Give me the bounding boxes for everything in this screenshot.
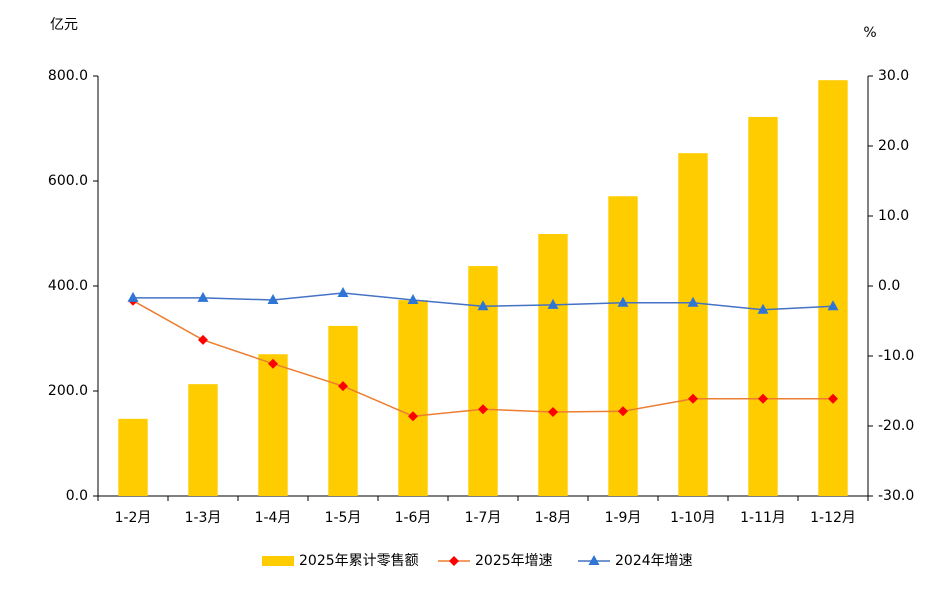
legend-swatch bbox=[262, 556, 294, 566]
legend-label: 2024年增速 bbox=[615, 553, 693, 569]
x-tick-label: 1-5月 bbox=[325, 510, 362, 526]
x-tick-label: 1-9月 bbox=[605, 510, 642, 526]
x-tick-label: 1-6月 bbox=[395, 510, 432, 526]
x-tick-label: 1-7月 bbox=[465, 510, 502, 526]
point bbox=[477, 300, 489, 311]
point bbox=[827, 300, 839, 311]
bar bbox=[398, 300, 428, 496]
x-tick-label: 1-4月 bbox=[255, 510, 292, 526]
bar bbox=[118, 418, 148, 496]
y-tick-label: 600.0 bbox=[48, 173, 88, 189]
y-axis-unit: 亿元 bbox=[50, 17, 78, 33]
point bbox=[268, 358, 278, 369]
point bbox=[267, 294, 279, 304]
point bbox=[478, 404, 488, 415]
y-tick-label: 200.0 bbox=[48, 383, 88, 399]
point bbox=[617, 296, 629, 307]
point bbox=[198, 334, 208, 345]
legend-marker bbox=[449, 556, 459, 566]
bar bbox=[818, 80, 848, 496]
x-tick-label: 1-11月 bbox=[740, 510, 786, 526]
bar bbox=[678, 153, 708, 497]
y2-tick-label: 0.0 bbox=[878, 278, 900, 294]
bar bbox=[538, 234, 568, 496]
bar bbox=[608, 196, 638, 496]
x-tick-label: 1-3月 bbox=[185, 510, 222, 526]
point bbox=[758, 393, 768, 404]
legend-label: 2025年增速 bbox=[475, 553, 553, 569]
y2-tick-label: -10.0 bbox=[878, 348, 914, 364]
bar bbox=[188, 384, 218, 496]
y2-tick-label: 10.0 bbox=[878, 208, 909, 224]
y-tick-label: 400.0 bbox=[48, 278, 88, 294]
point bbox=[618, 406, 628, 417]
legend-marker bbox=[588, 555, 600, 565]
point bbox=[408, 411, 418, 422]
y2-tick-label: 20.0 bbox=[878, 138, 909, 154]
y-tick-label: 800.0 bbox=[48, 68, 88, 84]
point bbox=[547, 298, 559, 309]
bar bbox=[258, 354, 288, 496]
y2-tick-label: 30.0 bbox=[878, 68, 909, 84]
point bbox=[548, 407, 558, 417]
point bbox=[407, 294, 419, 304]
y-tick-label: 0.0 bbox=[66, 488, 88, 504]
legend-label: 2025年累计零售额 bbox=[299, 553, 419, 569]
point bbox=[687, 296, 699, 307]
y2-axis-unit: % bbox=[863, 25, 876, 41]
bar bbox=[328, 325, 358, 496]
point bbox=[127, 291, 139, 302]
point bbox=[337, 287, 349, 297]
y2-tick-label: -20.0 bbox=[878, 418, 914, 434]
x-tick-label: 1-12月 bbox=[810, 510, 856, 526]
x-tick-label: 1-2月 bbox=[115, 510, 152, 526]
point bbox=[688, 393, 698, 404]
y2-tick-label: -30.0 bbox=[878, 488, 914, 504]
x-tick-label: 1-8月 bbox=[535, 510, 572, 526]
point bbox=[757, 303, 769, 314]
point bbox=[338, 381, 348, 392]
point bbox=[197, 291, 209, 302]
x-tick-label: 1-10月 bbox=[670, 510, 716, 526]
point bbox=[828, 393, 838, 404]
